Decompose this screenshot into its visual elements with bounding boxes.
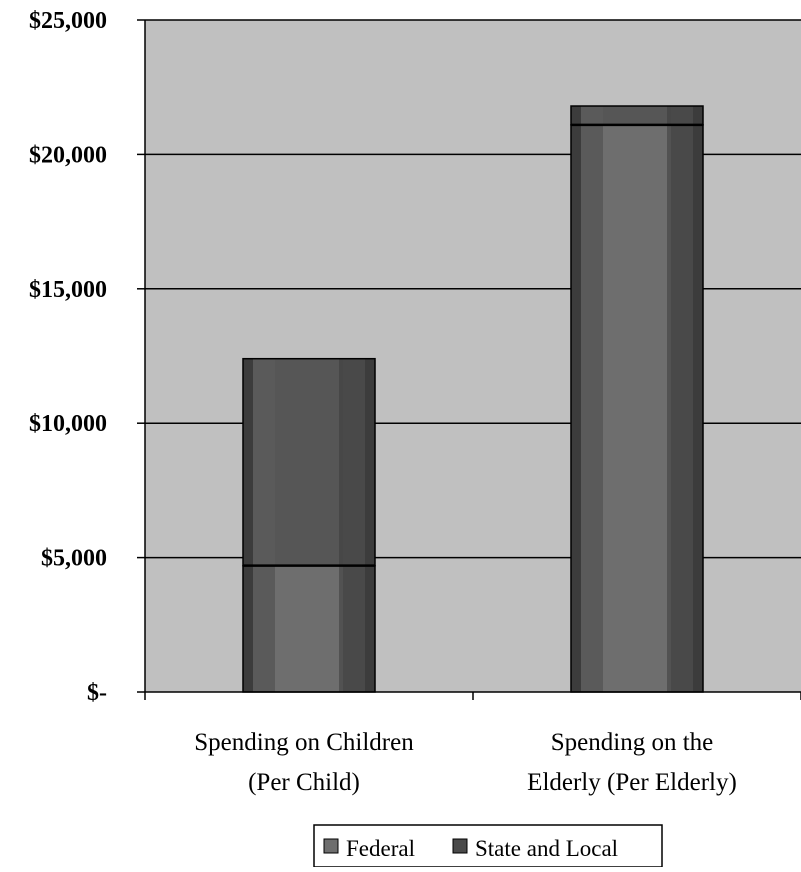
- bar-band-center: [603, 106, 671, 125]
- x-axis-categories: Spending on Children (Per Child) Spending …: [194, 729, 737, 796]
- legend-swatch: [323, 838, 339, 854]
- bar-segment: [242, 357, 376, 567]
- bar-segment: [570, 124, 704, 693]
- category-label: Elderly (Per Elderly): [527, 769, 737, 796]
- bar-band-center: [603, 124, 671, 692]
- bar-band-right: [667, 106, 699, 125]
- bar-band-center: [275, 565, 343, 692]
- bar-band-right: [339, 358, 371, 566]
- legend-swatch: [452, 838, 468, 854]
- legend-box: [313, 824, 663, 868]
- bar-band-right: [667, 124, 699, 692]
- y-tick-label: $5,000: [41, 546, 107, 572]
- category-label: Spending on Children: [194, 729, 414, 756]
- legend-label: Federal: [346, 836, 415, 861]
- legend-label: State and Local: [475, 836, 618, 861]
- category-label: Spending on the: [551, 729, 714, 756]
- bar-segment: [242, 564, 376, 693]
- y-tick-label: $20,000: [29, 142, 107, 168]
- y-tick-label: $10,000: [29, 411, 107, 437]
- y-axis-ticks: $- $5,000 $10,000 $15,000 $20,000 $25,000: [29, 8, 145, 706]
- y-tick-label: $25,000: [29, 8, 107, 34]
- y-tick-label: $15,000: [29, 277, 107, 303]
- legend: Federal State and Local: [313, 824, 663, 868]
- axes: [144, 20, 801, 700]
- y-tick-label: $-: [87, 680, 107, 706]
- bar-band-right: [339, 565, 371, 692]
- category-label: (Per Child): [248, 769, 360, 796]
- bars: [242, 105, 704, 693]
- bar-band-center: [275, 358, 343, 566]
- bar-segment: [570, 105, 704, 126]
